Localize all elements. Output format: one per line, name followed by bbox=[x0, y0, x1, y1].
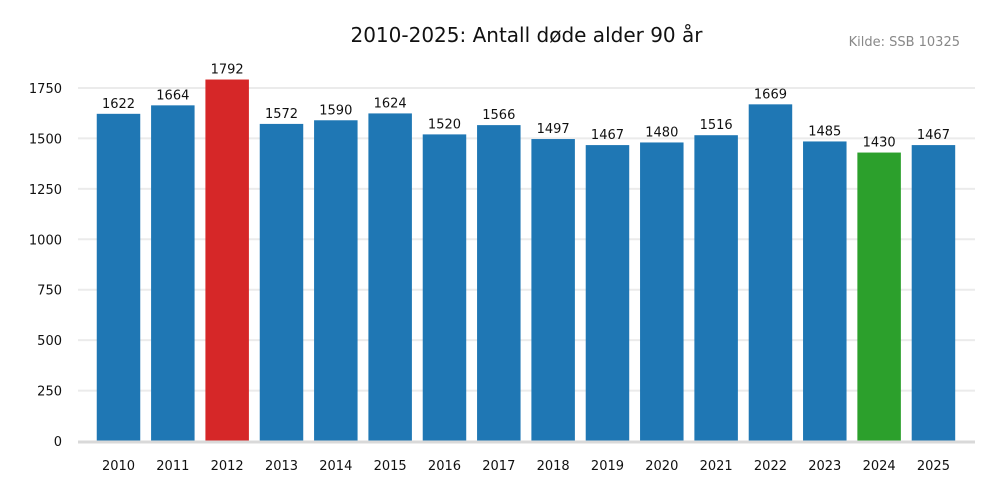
x-tick-label: 2010 bbox=[102, 459, 135, 474]
value-label: 1497 bbox=[537, 122, 570, 137]
x-tick-label: 2023 bbox=[808, 459, 841, 474]
bar-2013 bbox=[259, 123, 304, 441]
x-tick-label: 2021 bbox=[700, 459, 733, 474]
x-tick-label: 2013 bbox=[265, 459, 298, 474]
x-tick-label: 2014 bbox=[319, 459, 352, 474]
value-label: 1485 bbox=[808, 124, 841, 139]
bar-2024 bbox=[857, 152, 901, 441]
x-tick-label: 2017 bbox=[482, 459, 515, 474]
bar-2022 bbox=[748, 104, 793, 441]
value-label: 1516 bbox=[700, 118, 733, 133]
value-label: 1467 bbox=[591, 128, 624, 143]
x-tick-label: 2020 bbox=[645, 459, 678, 474]
x-tick-label: 2016 bbox=[428, 459, 461, 474]
y-tick-label: 1500 bbox=[29, 132, 62, 147]
value-label: 1566 bbox=[482, 108, 515, 123]
x-tick-label: 2024 bbox=[863, 459, 896, 474]
value-labels: 1622 1664 1792 1572 1590 1624 1520 1566 1497 1467… bbox=[102, 63, 950, 151]
y-tick-label: 0 bbox=[54, 435, 62, 450]
x-tick-label: 2019 bbox=[591, 459, 624, 474]
x-tick-label: 2018 bbox=[537, 459, 570, 474]
y-tick-label: 1000 bbox=[29, 233, 62, 248]
x-tick-label: 2015 bbox=[374, 459, 407, 474]
value-label: 1430 bbox=[863, 136, 896, 151]
bar-2018 bbox=[531, 139, 575, 442]
value-label: 1572 bbox=[265, 107, 298, 122]
source-note: Kilde: SSB 10325 bbox=[848, 35, 960, 50]
y-tick-label: 1250 bbox=[29, 183, 62, 198]
value-label: 1669 bbox=[754, 87, 787, 102]
value-label: 1624 bbox=[374, 96, 407, 111]
value-label: 1664 bbox=[156, 88, 189, 103]
y-tick-label: 1750 bbox=[29, 82, 62, 97]
chart-title: 2010-2025: Antall døde alder 90 år bbox=[350, 23, 703, 47]
bar-2020 bbox=[640, 142, 684, 441]
bar-2015 bbox=[368, 113, 412, 441]
y-tick-label: 250 bbox=[37, 385, 62, 400]
value-label: 1590 bbox=[319, 103, 352, 118]
x-tick-label: 2012 bbox=[211, 459, 244, 474]
bars bbox=[96, 79, 956, 442]
y-tick-label: 500 bbox=[37, 334, 62, 349]
value-label: 1467 bbox=[917, 128, 950, 143]
y-axis: 0 250 500 750 1000 1250 1500 1750 bbox=[29, 82, 62, 450]
bar-2025 bbox=[911, 145, 956, 441]
bar-2016 bbox=[422, 134, 467, 441]
x-axis: 2010 2011 2012 2013 2014 2015 2016 2017 2018 2019… bbox=[102, 459, 950, 474]
x-tick-label: 2025 bbox=[917, 459, 950, 474]
bar-2021 bbox=[694, 135, 738, 441]
value-label: 1792 bbox=[211, 63, 244, 78]
value-label: 1480 bbox=[645, 125, 678, 140]
y-tick-label: 750 bbox=[37, 284, 62, 299]
bar-2017 bbox=[477, 125, 521, 442]
bar-2012 bbox=[205, 79, 249, 441]
x-tick-label: 2022 bbox=[754, 459, 787, 474]
value-label: 1622 bbox=[102, 97, 135, 112]
value-label: 1520 bbox=[428, 117, 461, 132]
bar-2023 bbox=[803, 141, 847, 441]
bar-2010 bbox=[96, 113, 141, 441]
x-tick-label: 2011 bbox=[156, 459, 189, 474]
bar-2014 bbox=[314, 120, 358, 441]
bar-2011 bbox=[151, 105, 195, 442]
bar-2019 bbox=[585, 145, 630, 441]
